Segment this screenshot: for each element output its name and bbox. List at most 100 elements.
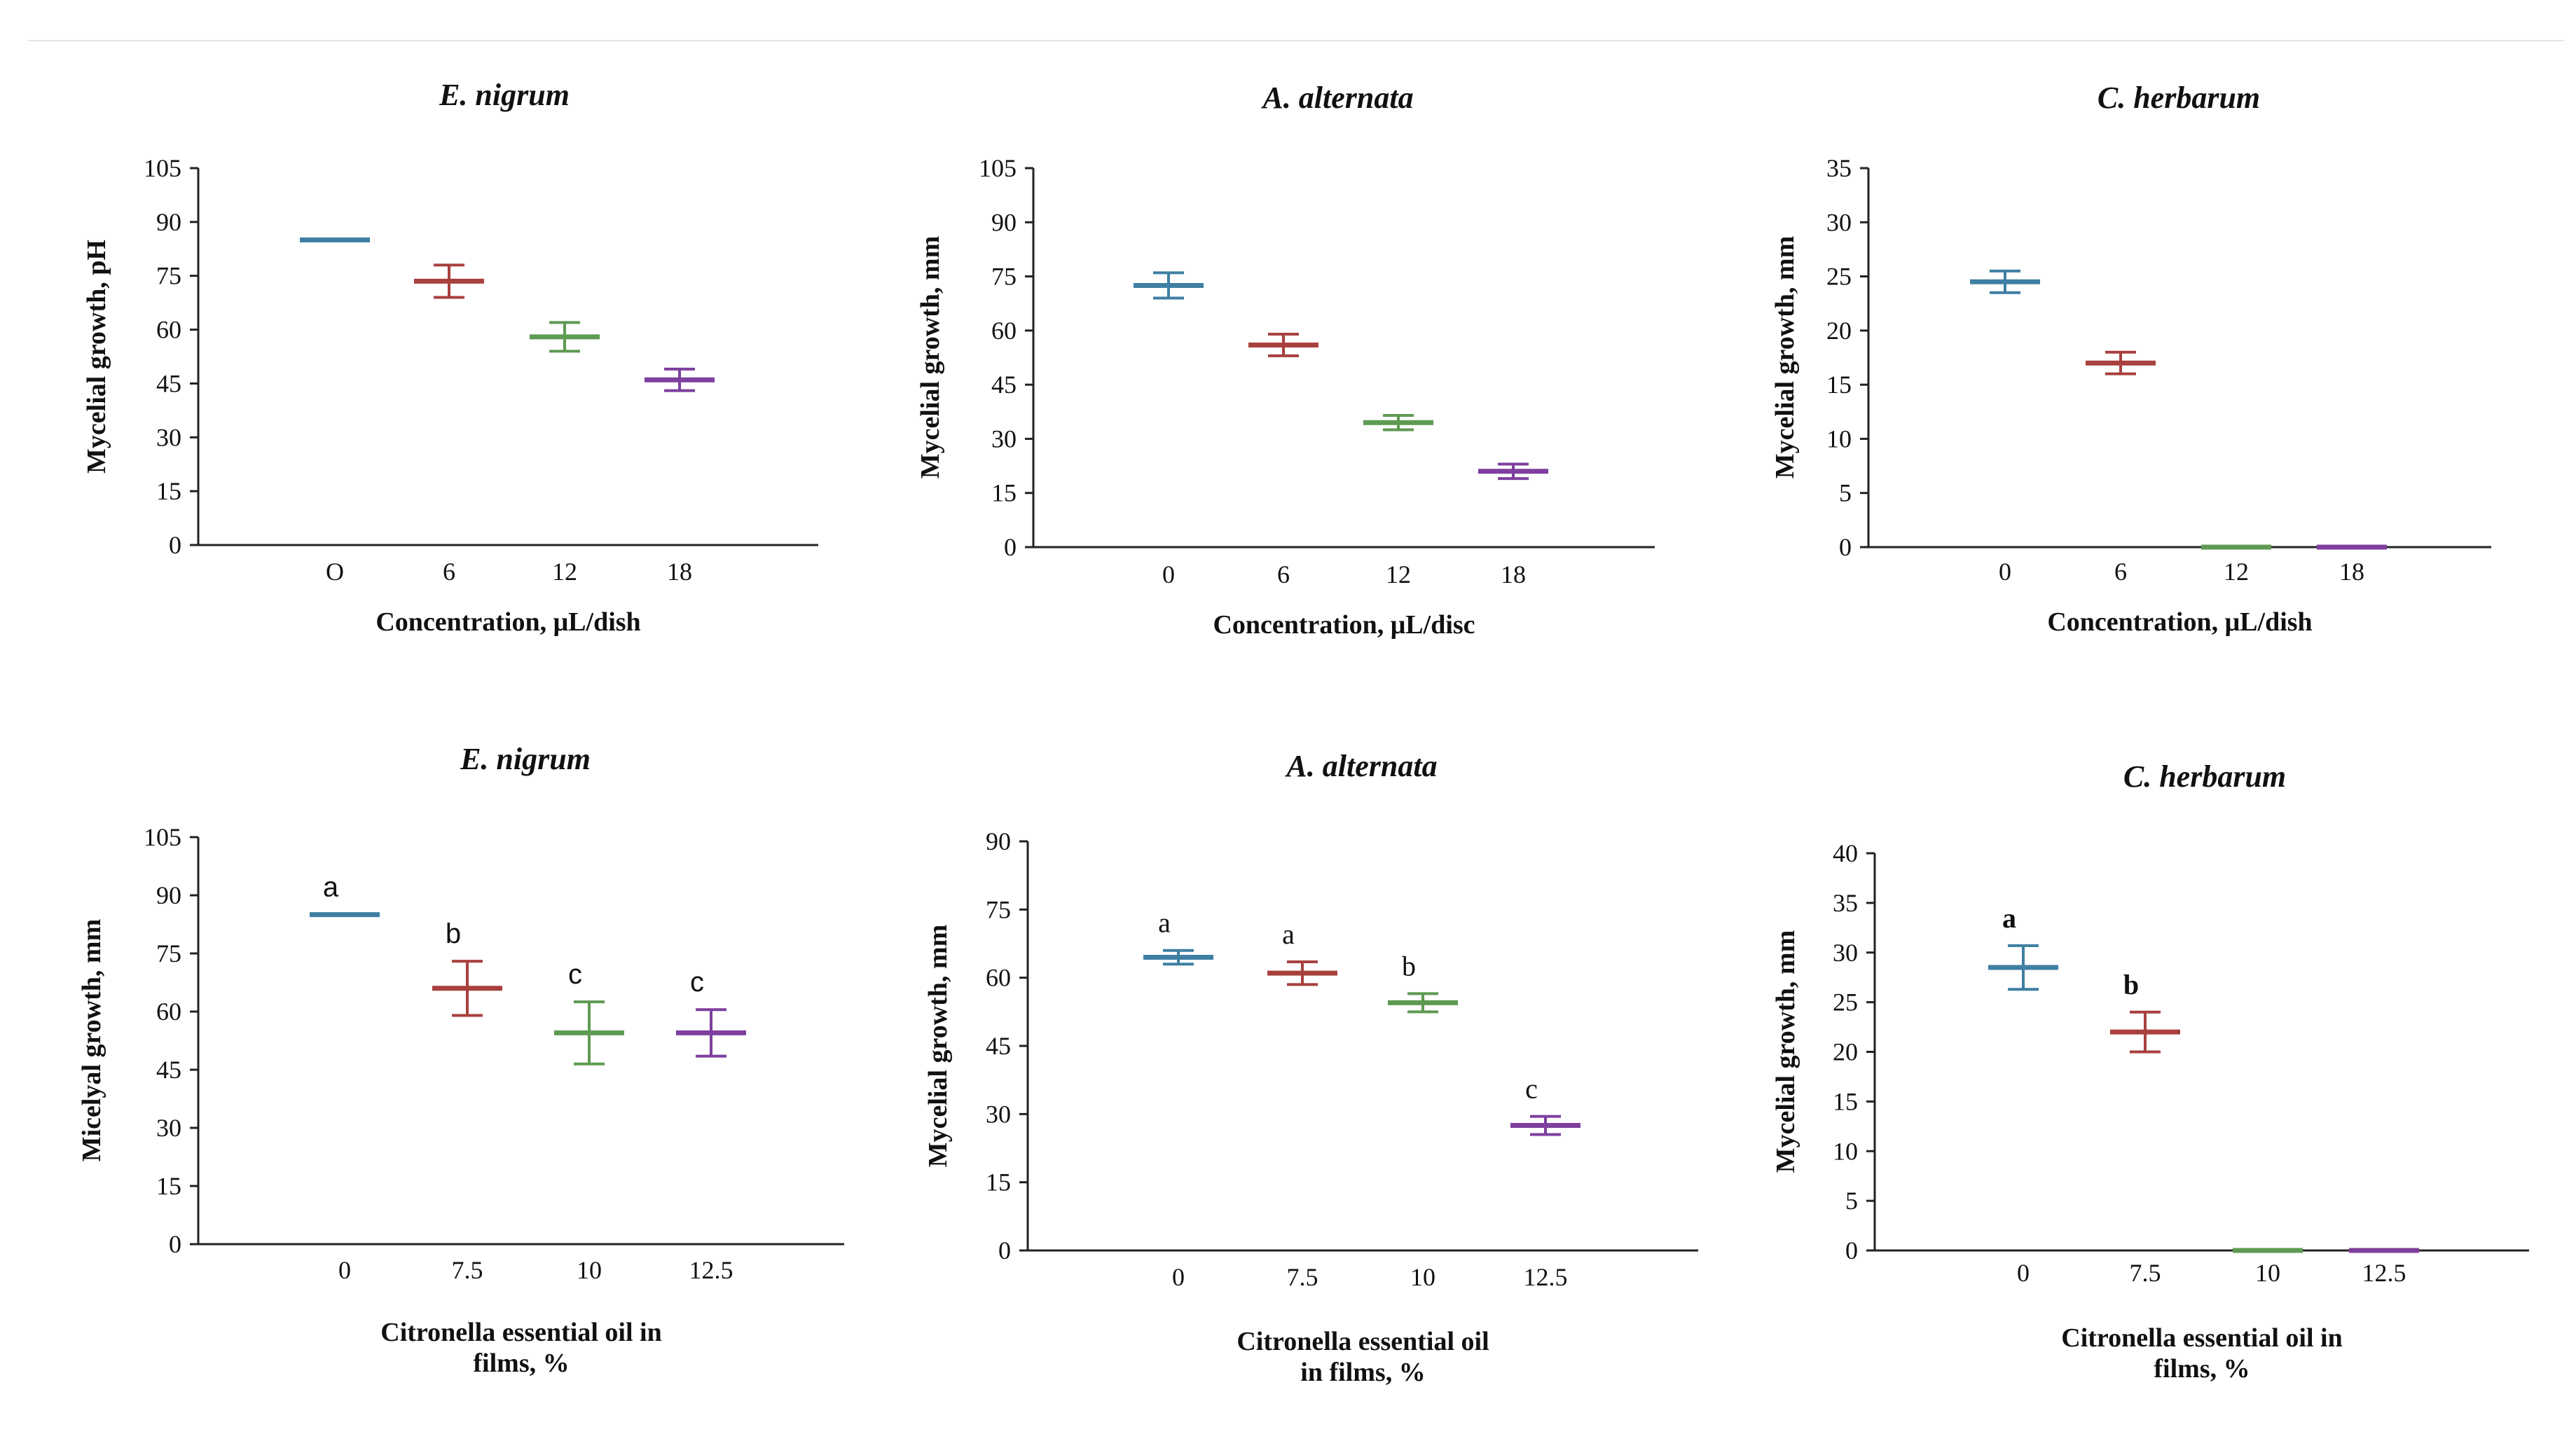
y-tick-label: 20 bbox=[1833, 1038, 1858, 1066]
x-axis-label: Concentration, μL/dish bbox=[376, 607, 640, 637]
y-tick-label: 60 bbox=[991, 317, 1017, 345]
y-tick-label: 35 bbox=[1833, 889, 1858, 917]
y-tick-label: 90 bbox=[156, 208, 181, 236]
chart-panel-6: C. herbarum 0 5 10 15 20 25 30 35 40 Mycelial grow… bbox=[1771, 759, 2529, 1384]
x-tick-label: 0 bbox=[1999, 558, 2011, 586]
y-tick-label: 0 bbox=[169, 531, 181, 559]
data-point bbox=[2086, 350, 2156, 375]
y-tick-label: 40 bbox=[1833, 839, 1858, 867]
y-axis-label: Micelyal growth, mm bbox=[77, 919, 106, 1162]
x-tick-label: 0 bbox=[2017, 1259, 2030, 1287]
y-tick-label: 45 bbox=[991, 371, 1017, 399]
x-tick-label: 0 bbox=[338, 1256, 351, 1284]
x-tick-label: 12 bbox=[552, 558, 577, 586]
x-tick-label: 7.5 bbox=[452, 1256, 483, 1284]
y-tick-label: 60 bbox=[156, 316, 181, 344]
data-point bbox=[1970, 269, 2040, 294]
data-point bbox=[530, 321, 600, 353]
y-tick-label: 15 bbox=[991, 479, 1017, 507]
x-axis-label: Concentration, μL/dish bbox=[2047, 607, 2312, 637]
chart-title: A. alternata bbox=[1284, 749, 1437, 783]
y-tick-label: 0 bbox=[998, 1236, 1011, 1264]
y-tick-label: 10 bbox=[1833, 1137, 1858, 1165]
data-point bbox=[1363, 413, 1433, 432]
x-tick-label: 18 bbox=[1501, 560, 1526, 588]
y-tick-label: 75 bbox=[991, 263, 1017, 291]
x-tick-label: 10 bbox=[2255, 1259, 2280, 1287]
data-point: a bbox=[1988, 902, 2058, 991]
y-tick-label: 105 bbox=[144, 154, 181, 182]
x-tick-label: 18 bbox=[667, 558, 692, 586]
y-tick-label: 75 bbox=[156, 939, 181, 967]
chart-panel-5: A. alternata 0 15 30 45 60 75 90 Mycelial growth… bbox=[923, 749, 1698, 1387]
y-tick-label: 45 bbox=[156, 1056, 181, 1084]
y-tick-label: 25 bbox=[1826, 263, 1852, 291]
x-axis-label: Citronella essential oil in bbox=[2061, 1323, 2342, 1353]
y-tick-label: 90 bbox=[156, 881, 181, 909]
y-tick-label: 75 bbox=[156, 262, 181, 290]
x-tick-label: 12.5 bbox=[2362, 1259, 2406, 1287]
y-tick-label: 30 bbox=[991, 425, 1017, 453]
y-tick-label: 105 bbox=[144, 823, 181, 851]
x-tick-label: 12 bbox=[2224, 558, 2249, 586]
y-axis-label: Mycelial growth, mm bbox=[923, 925, 953, 1168]
y-tick-label: 60 bbox=[986, 964, 1011, 992]
significance-letter: a bbox=[323, 872, 339, 903]
y-tick-label: 0 bbox=[169, 1230, 181, 1258]
data-point: b bbox=[1388, 950, 1458, 1014]
chart-panel-1: E. nigrum 0 15 30 45 60 75 90 105 Mycelial growth… bbox=[82, 78, 818, 637]
y-tick-label: 30 bbox=[156, 1114, 181, 1142]
x-axis-label: films, % bbox=[473, 1349, 569, 1378]
data-point: a bbox=[1267, 918, 1337, 986]
x-axis-label: Concentration, μL/disc bbox=[1213, 610, 1475, 640]
y-tick-label: 0 bbox=[1004, 533, 1017, 561]
y-axis-label: Mycelial growth, pH bbox=[82, 240, 111, 474]
data-point bbox=[1248, 333, 1318, 357]
y-axis-label: Mycelial growth, mm bbox=[1770, 236, 1800, 479]
y-tick-label: 15 bbox=[156, 1172, 181, 1200]
chart-title: A. alternata bbox=[1260, 81, 1413, 115]
chart-title: E. nigrum bbox=[460, 742, 591, 776]
data-point: c bbox=[1510, 1073, 1580, 1136]
significance-letter: a bbox=[1282, 918, 1295, 950]
y-tick-label: 75 bbox=[986, 895, 1011, 923]
y-tick-label: 90 bbox=[991, 208, 1017, 236]
chart-panel-4: E. nigrum 0 15 30 45 60 75 90 105 Micelyal growth… bbox=[77, 742, 844, 1378]
y-axis-label: Mycelial growth, mm bbox=[916, 236, 945, 479]
y-tick-label: 5 bbox=[1839, 479, 1852, 507]
chart-title: E. nigrum bbox=[439, 78, 570, 112]
y-tick-label: 25 bbox=[1833, 988, 1858, 1016]
x-axis-label: films, % bbox=[2154, 1354, 2250, 1384]
x-tick-label: 6 bbox=[2114, 558, 2127, 586]
y-tick-label: 30 bbox=[1833, 939, 1858, 967]
chart-title: C. herbarum bbox=[2098, 81, 2260, 115]
x-tick-label: 7.5 bbox=[1287, 1263, 1318, 1291]
significance-letter: c bbox=[568, 959, 582, 990]
y-tick-label: 10 bbox=[1826, 425, 1852, 453]
y-tick-label: 0 bbox=[1839, 533, 1852, 561]
y-tick-label: 15 bbox=[1826, 371, 1852, 399]
x-tick-label: 7.5 bbox=[2130, 1259, 2161, 1287]
significance-letter: b bbox=[2123, 969, 2139, 1000]
y-tick-label: 15 bbox=[1833, 1087, 1858, 1115]
significance-letter: b bbox=[1402, 950, 1416, 981]
y-axis-label: Mycelial growth, mm bbox=[1771, 930, 1800, 1173]
data-point: a bbox=[1143, 907, 1213, 966]
data-point bbox=[645, 367, 715, 392]
x-tick-label: 6 bbox=[1277, 560, 1290, 588]
x-tick-label: 12 bbox=[1386, 560, 1411, 588]
y-tick-label: 15 bbox=[986, 1168, 1011, 1197]
y-tick-label: 20 bbox=[1826, 317, 1852, 345]
data-point: b bbox=[2110, 969, 2180, 1054]
data-point: c bbox=[554, 959, 624, 1066]
y-tick-label: 45 bbox=[986, 1032, 1011, 1060]
y-tick-label: 105 bbox=[979, 154, 1017, 182]
x-tick-label: 12.5 bbox=[1524, 1263, 1568, 1291]
x-tick-label: O bbox=[326, 558, 344, 586]
y-tick-label: 5 bbox=[1845, 1187, 1858, 1215]
y-tick-label: 30 bbox=[1826, 208, 1852, 236]
y-tick-label: 35 bbox=[1826, 154, 1852, 182]
y-tick-label: 45 bbox=[156, 369, 181, 397]
significance-letter: a bbox=[2002, 902, 2016, 934]
